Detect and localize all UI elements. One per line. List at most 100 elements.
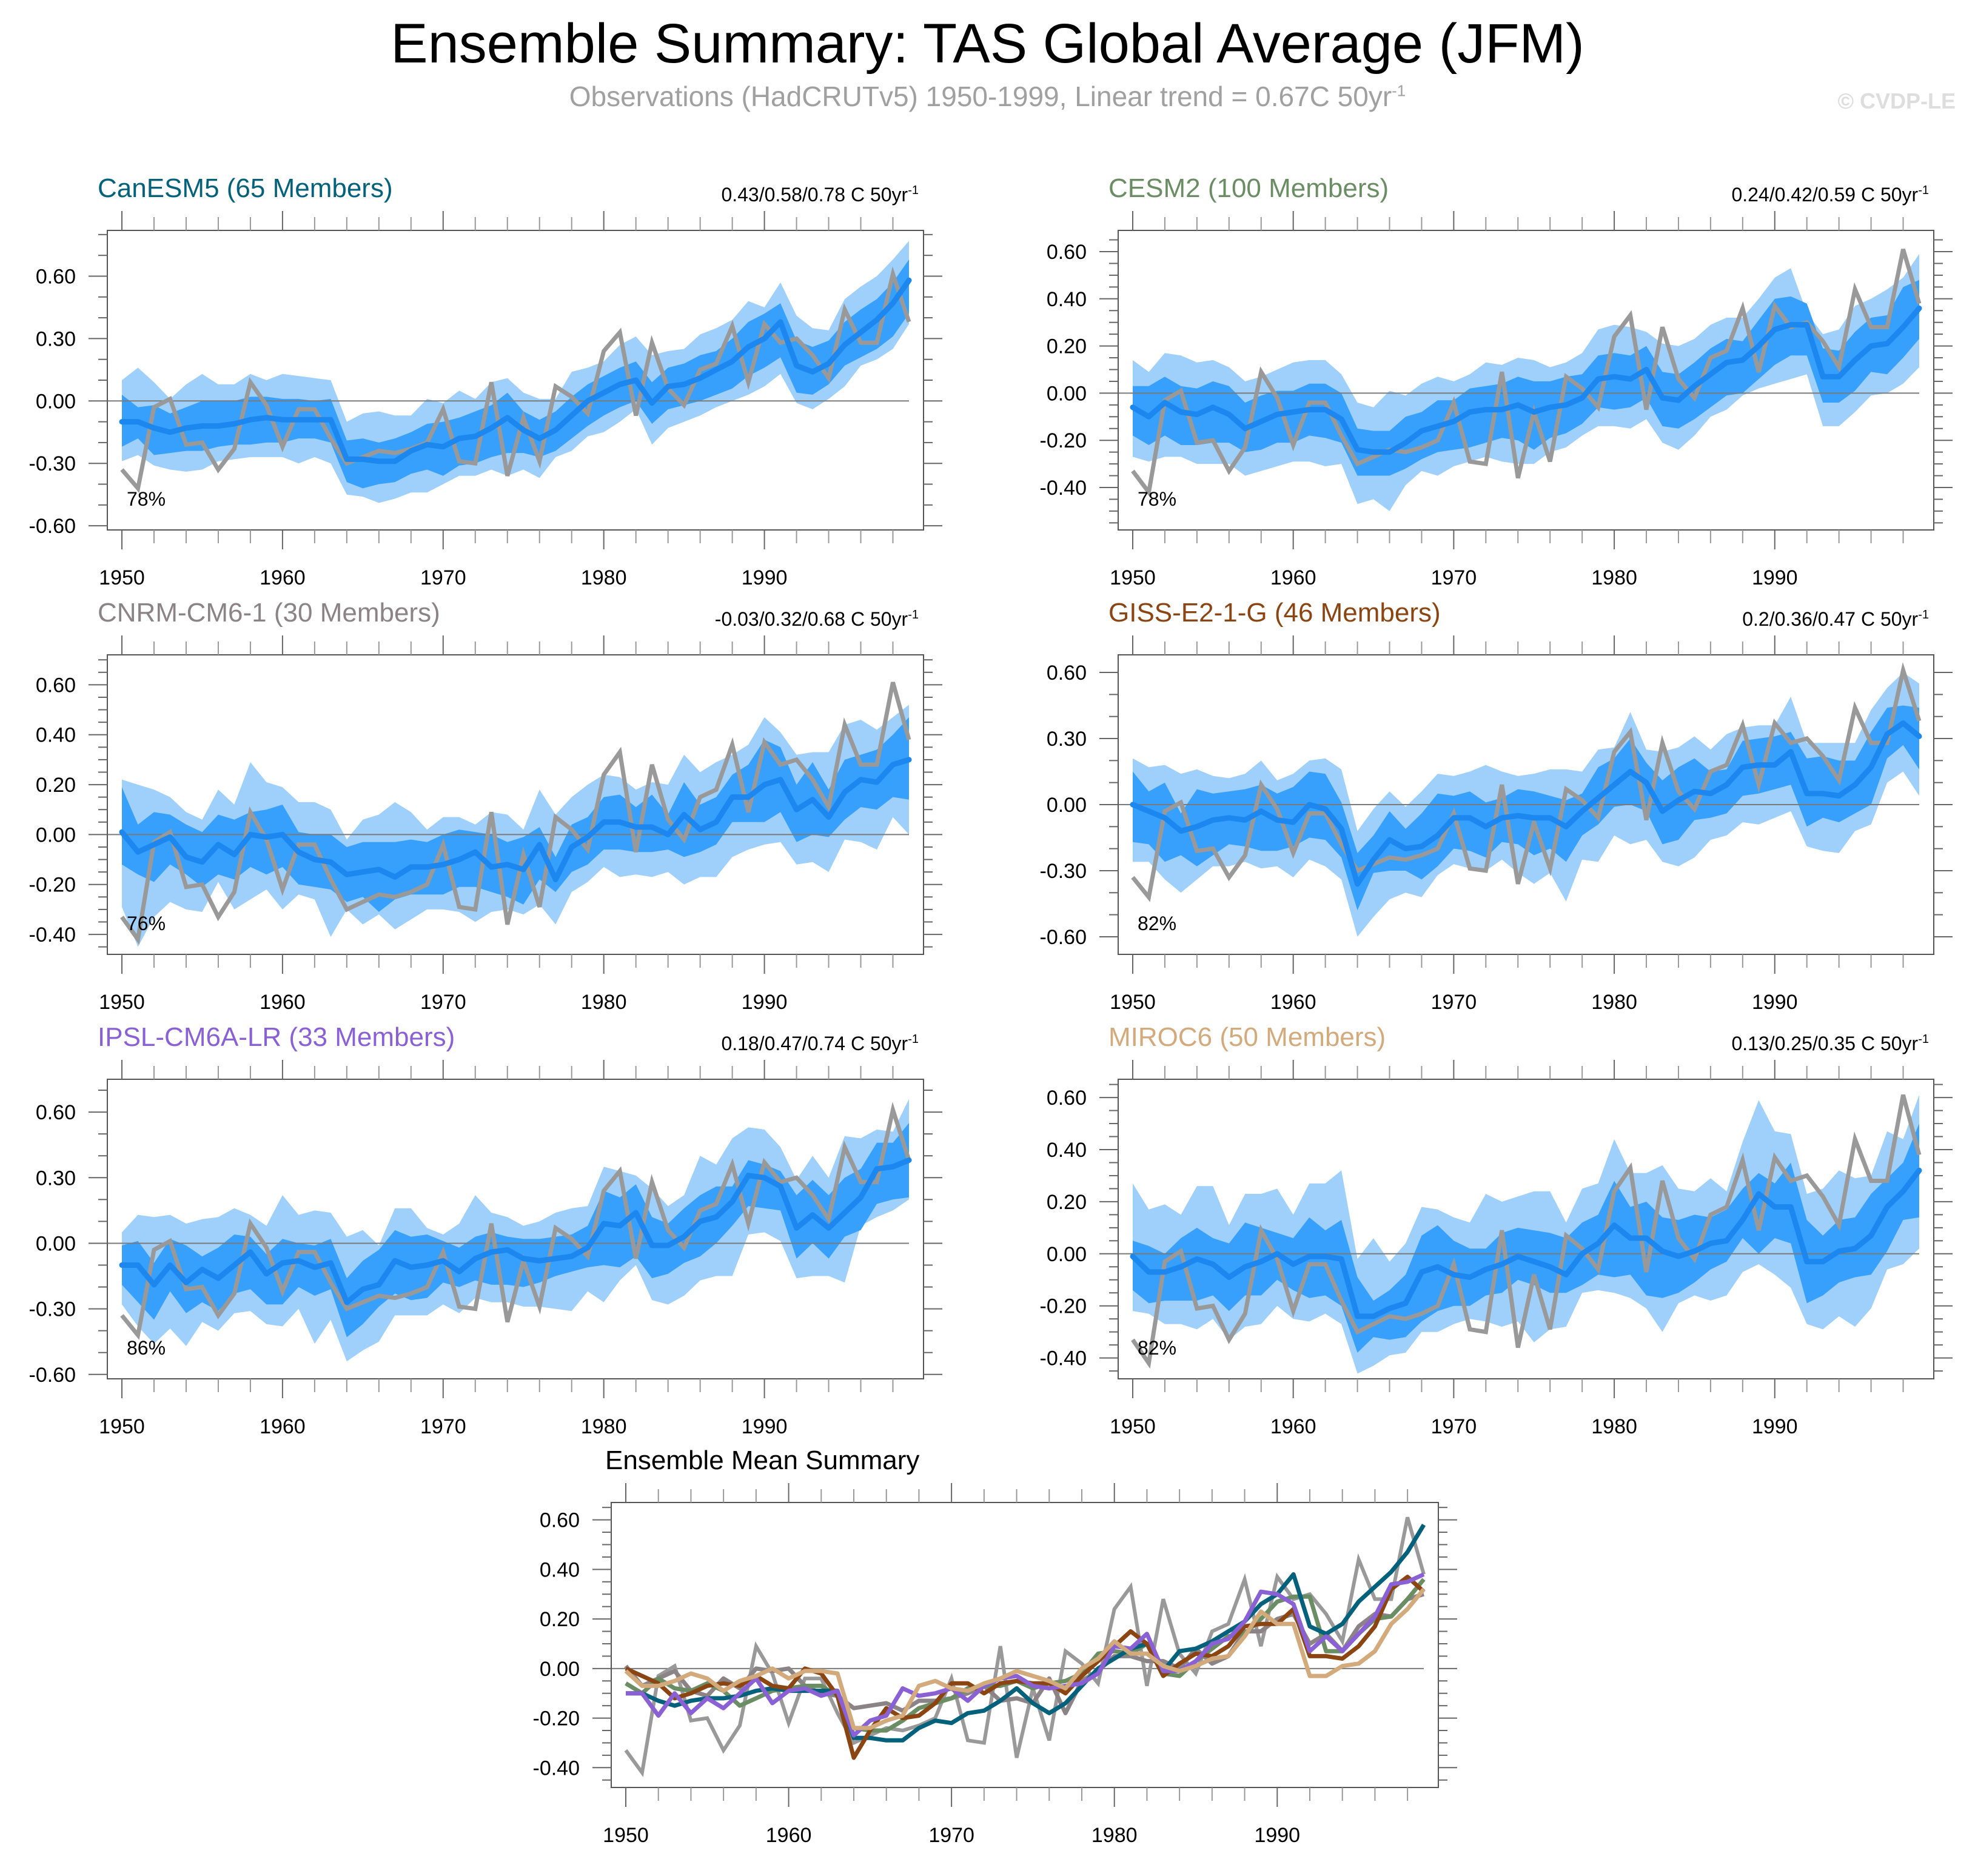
plot-area xyxy=(107,682,912,947)
panel-title: CNRM-CM6-1 (30 Members) xyxy=(98,598,440,628)
plot-frame xyxy=(107,1079,924,1379)
y-tick-label: 0.40 xyxy=(36,724,76,747)
y-tick-label: 0.00 xyxy=(36,1232,76,1255)
inner-range-band xyxy=(122,717,909,912)
y-tick-label: 0.60 xyxy=(36,265,76,288)
trend-range-text: 0.43/0.58/0.78 C 50yr xyxy=(721,184,908,206)
x-tick-label: 1990 xyxy=(1254,1824,1300,1847)
trend-range-text: 0.24/0.42/0.59 C 50yr xyxy=(1731,184,1918,206)
y-tick-label: 0.30 xyxy=(36,327,76,350)
figure-subtitle: Observations (HadCRUTv5) 1950-1999, Line… xyxy=(0,80,1975,113)
ensemble-mean-line xyxy=(119,757,912,882)
y-tick-label: -0.30 xyxy=(29,1298,76,1321)
panel-canesm5: CanESM5 (65 Members) 0.43/0.58/0.78 C 50y… xyxy=(29,173,942,589)
plot-frame xyxy=(1118,230,1934,531)
trend-range-label: -0.03/0.32/0.68 C 50yr-1 xyxy=(715,608,919,630)
x-tick-label: 1950 xyxy=(1110,1415,1156,1438)
panel-title: CanESM5 (65 Members) xyxy=(98,173,393,203)
inner-range-band xyxy=(1133,705,1919,911)
y-tick-label: 0.60 xyxy=(540,1509,580,1532)
x-tick-label: 1960 xyxy=(1270,1415,1316,1438)
x-tick-label: 1970 xyxy=(420,566,466,589)
trend-range-label: 0.24/0.42/0.59 C 50yr-1 xyxy=(1731,184,1929,206)
y-tick-label: -0.40 xyxy=(533,1757,580,1780)
x-tick-label: 1950 xyxy=(1110,991,1156,1014)
panel-ensemble-mean-summary: Ensemble Mean Summary -0.40 -0.20 0.00 0.20 0… xyxy=(533,1446,1457,1847)
x-tick-label: 1980 xyxy=(581,566,627,589)
trend-range-label: 0.13/0.25/0.35 C 50yr-1 xyxy=(1731,1033,1929,1054)
ensemble-mean-line xyxy=(119,1157,912,1305)
x-tick-label: 1960 xyxy=(260,566,306,589)
y-tick-label: 0.00 xyxy=(1047,794,1087,817)
x-tick-label: 1970 xyxy=(420,991,466,1014)
trend-range-superscript: -1 xyxy=(908,1033,919,1046)
y-tick-label: 0.60 xyxy=(36,1101,76,1124)
observations-line xyxy=(120,682,911,945)
panel-title: IPSL-CM6A-LR (33 Members) xyxy=(98,1022,455,1052)
y-tick-label: -0.60 xyxy=(29,1364,76,1387)
y-tick-label: 0.40 xyxy=(1047,288,1087,311)
plot-area xyxy=(611,1516,1426,1778)
plot-area xyxy=(107,1099,912,1362)
panel-cesm2: CESM2 (100 Members) 0.24/0.42/0.59 C 50yr… xyxy=(1040,173,1953,589)
x-tick-label: 1990 xyxy=(1752,991,1798,1014)
trend-range-label: 0.2/0.36/0.47 C 50yr-1 xyxy=(1742,608,1929,630)
x-tick-label: 1980 xyxy=(581,1415,627,1438)
plot-frame xyxy=(611,1502,1439,1788)
x-tick-label: 1960 xyxy=(766,1824,812,1847)
trend-range-label: 0.18/0.47/0.74 C 50yr-1 xyxy=(721,1033,919,1054)
x-tick-label: 1950 xyxy=(1110,566,1156,589)
percent-label: 82% xyxy=(1138,1337,1176,1359)
y-tick-label: -0.40 xyxy=(29,923,76,946)
x-tick-label: 1970 xyxy=(1431,991,1477,1014)
x-tick-label: 1960 xyxy=(1270,991,1316,1014)
y-tick-label: 0.00 xyxy=(1047,382,1087,405)
outer-range-band xyxy=(122,1099,909,1362)
trend-range-superscript: -1 xyxy=(1918,184,1929,197)
panel-cnrm: CNRM-CM6-1 (30 Members) -0.03/0.32/0.68 C… xyxy=(29,598,942,1014)
percent-label: 78% xyxy=(1138,488,1176,510)
panel-ipsl: IPSL-CM6A-LR (33 Members) 0.18/0.47/0.74 … xyxy=(29,1022,942,1438)
y-tick-label: 0.40 xyxy=(540,1558,580,1581)
y-tick-label: -0.20 xyxy=(1040,429,1087,452)
y-tick-label: 0.20 xyxy=(36,774,76,797)
y-tick-label: -0.20 xyxy=(1040,1295,1087,1318)
y-tick-label: -0.60 xyxy=(1040,926,1087,949)
x-tick-label: 1970 xyxy=(928,1824,974,1847)
trend-range-text: 0.18/0.47/0.74 C 50yr xyxy=(721,1033,908,1054)
observations-line xyxy=(1131,662,1922,902)
x-tick-label: 1960 xyxy=(260,1415,306,1438)
panel-title: GISS-E2-1-G (46 Members) xyxy=(1108,598,1441,628)
y-tick-label: -0.40 xyxy=(1040,477,1087,500)
ensemble-mean-line xyxy=(1130,720,1922,887)
x-tick-label: 1970 xyxy=(1431,566,1477,589)
x-tick-label: 1960 xyxy=(1270,566,1316,589)
observations-line xyxy=(120,1102,911,1340)
y-tick-label: 0.00 xyxy=(36,390,76,413)
trend-range-superscript: -1 xyxy=(908,608,919,621)
inner-range-band xyxy=(122,1123,909,1338)
panel-title: CESM2 (100 Members) xyxy=(1108,173,1389,203)
x-tick-label: 1990 xyxy=(742,991,788,1014)
y-tick-label: 0.00 xyxy=(1047,1243,1087,1266)
y-tick-label: 0.60 xyxy=(1047,241,1087,264)
watermark: © CVDP-LE xyxy=(1837,89,1956,113)
series-line-miroc6 xyxy=(624,1587,1426,1730)
plot-area xyxy=(1118,249,1922,511)
x-tick-label: 1990 xyxy=(742,1415,788,1438)
ensemble-mean-line xyxy=(1130,1167,1922,1319)
subtitle-superscript: -1 xyxy=(1392,81,1406,100)
y-tick-label: 0.00 xyxy=(36,823,76,846)
subtitle-text: Observations (HadCRUTv5) 1950-1999, Line… xyxy=(569,81,1392,112)
x-tick-label: 1950 xyxy=(99,566,145,589)
y-tick-label: 0.60 xyxy=(1047,1087,1087,1110)
plot-frame xyxy=(1118,1079,1934,1379)
x-tick-label: 1980 xyxy=(1591,566,1637,589)
y-tick-label: 0.40 xyxy=(1047,1139,1087,1162)
percent-label: 78% xyxy=(127,488,166,510)
trend-range-superscript: -1 xyxy=(1918,1033,1929,1046)
percent-label: 82% xyxy=(1138,913,1176,934)
trend-range-superscript: -1 xyxy=(1918,608,1929,621)
y-tick-label: 0.30 xyxy=(1047,728,1087,751)
inner-range-band xyxy=(1133,1124,1919,1353)
